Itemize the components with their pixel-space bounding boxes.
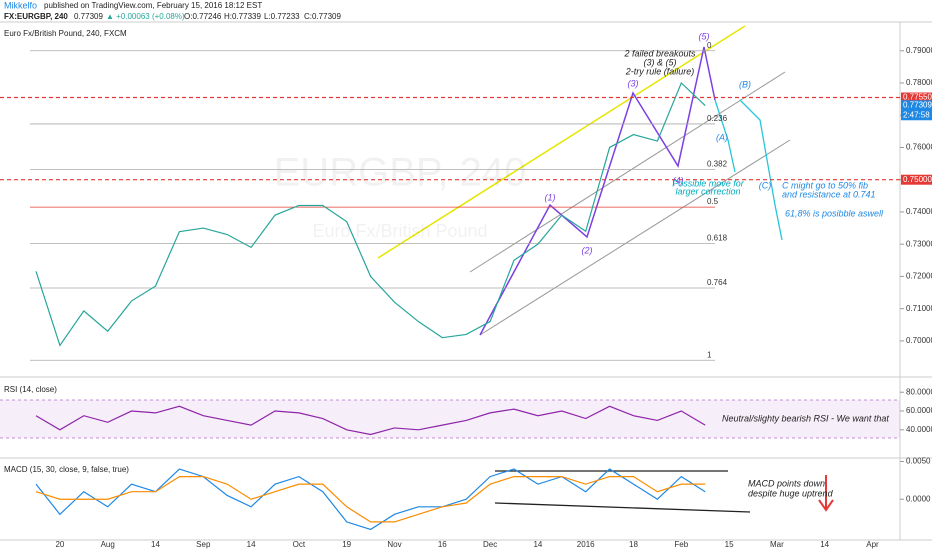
fib-label: 0.5 bbox=[707, 197, 719, 206]
fib-label: 0 bbox=[707, 41, 712, 50]
annotation: (3) bbox=[628, 78, 639, 88]
annotation: (3) & (5) bbox=[643, 57, 676, 67]
series-line bbox=[35, 468, 706, 531]
level-label: 0.75000 bbox=[903, 175, 932, 184]
fib-label: 1 bbox=[707, 350, 712, 359]
x-tick-label: 19 bbox=[342, 540, 351, 549]
price: 0.77309 bbox=[74, 12, 103, 21]
x-tick-label: 18 bbox=[629, 540, 638, 549]
panel-title: RSI (14, close) bbox=[4, 385, 57, 394]
change: ▲ +0.00063 (+0.08%) bbox=[106, 12, 185, 21]
watermark: EURGBP, 240 bbox=[274, 151, 527, 195]
low: L:0.77233 bbox=[264, 12, 300, 21]
annotation: 2 failed breakouts bbox=[623, 48, 696, 58]
wave-line bbox=[479, 46, 716, 336]
annotation: 2-try rule (failure) bbox=[625, 66, 695, 76]
x-tick-label: 20 bbox=[55, 540, 64, 549]
y-tick-label: 0.0000 bbox=[906, 494, 931, 503]
high: H:0.77339 bbox=[224, 12, 261, 21]
open: O:0.77246 bbox=[184, 12, 222, 21]
trend-line bbox=[377, 25, 746, 259]
last-price-label: 0.77309 bbox=[903, 100, 932, 109]
annotation: despite huge uptrend bbox=[748, 488, 834, 498]
annotation: (C) bbox=[759, 180, 772, 190]
rsi-band bbox=[0, 400, 900, 438]
annotation: and resistance at 0.741 bbox=[782, 189, 876, 199]
x-tick-label: Apr bbox=[866, 540, 879, 549]
x-tick-label: Aug bbox=[101, 540, 115, 549]
x-tick-label: 15 bbox=[725, 540, 734, 549]
x-tick-label: 14 bbox=[533, 540, 542, 549]
annotation: (A) bbox=[716, 132, 728, 142]
panel-title: MACD (15, 30, close, 9, false, true) bbox=[4, 465, 129, 474]
x-tick-label: Mar bbox=[770, 540, 784, 549]
x-tick-label: Nov bbox=[387, 540, 401, 549]
annotation: (5) bbox=[699, 31, 710, 41]
x-tick-label: Feb bbox=[674, 540, 688, 549]
level-badge bbox=[901, 174, 932, 185]
series-line bbox=[35, 405, 706, 436]
x-tick-label: Dec bbox=[483, 540, 497, 549]
x-tick-label: Sep bbox=[196, 540, 211, 549]
annotation: (1) bbox=[545, 192, 556, 202]
projection-arrow bbox=[774, 204, 783, 241]
last-price-badge bbox=[901, 100, 932, 121]
fib-label: 0.236 bbox=[707, 114, 728, 123]
channel-line bbox=[469, 71, 786, 273]
x-tick-label: 14 bbox=[820, 540, 829, 549]
fib-label: 0.618 bbox=[707, 234, 728, 243]
projection-arrow bbox=[739, 99, 776, 206]
symbol: FX:EURGBP, 240 bbox=[4, 12, 68, 21]
down-arrow bbox=[818, 499, 834, 512]
fib-label: 0.764 bbox=[707, 278, 728, 287]
annotation: (2) bbox=[582, 245, 593, 255]
published: published on TradingView.com, February 1… bbox=[44, 1, 262, 10]
y-tick-label: 0.0050 bbox=[906, 457, 931, 466]
x-tick-label: 14 bbox=[247, 540, 256, 549]
annotation: C might go to 50% fib bbox=[782, 180, 868, 190]
annotation: (B) bbox=[739, 79, 751, 89]
x-tick-label: 14 bbox=[151, 540, 160, 549]
annotation: 61,8% is posibble aswell bbox=[785, 208, 884, 218]
x-tick-label: 2016 bbox=[577, 540, 595, 549]
channel-line bbox=[479, 139, 791, 336]
x-tick-label: Oct bbox=[293, 540, 306, 549]
series-line bbox=[35, 81, 706, 347]
series-line bbox=[35, 476, 706, 523]
watermark: Euro Fx/British Pound bbox=[312, 221, 487, 241]
close: C:0.77309 bbox=[304, 12, 341, 21]
level-badge bbox=[901, 92, 932, 103]
macd-trend-line bbox=[494, 502, 751, 513]
x-tick-label: 16 bbox=[438, 540, 447, 549]
annotation: Possible move for bbox=[672, 178, 745, 188]
level-label: 0.77550 bbox=[903, 93, 932, 102]
projection-arrow bbox=[714, 99, 736, 173]
countdown: 2:47:58 bbox=[903, 110, 930, 119]
annotation: (4) bbox=[673, 175, 684, 185]
annotation: MACD points down bbox=[748, 478, 825, 488]
panel-title: Euro Fx/British Pound, 240, FXCM bbox=[4, 29, 127, 38]
user[interactable]: Mikkelfo bbox=[4, 0, 37, 10]
annotation: larger correction bbox=[675, 186, 740, 196]
fib-label: 0.382 bbox=[707, 160, 728, 169]
annotation: Neutral/slighty bearish RSI - We want th… bbox=[722, 413, 889, 423]
